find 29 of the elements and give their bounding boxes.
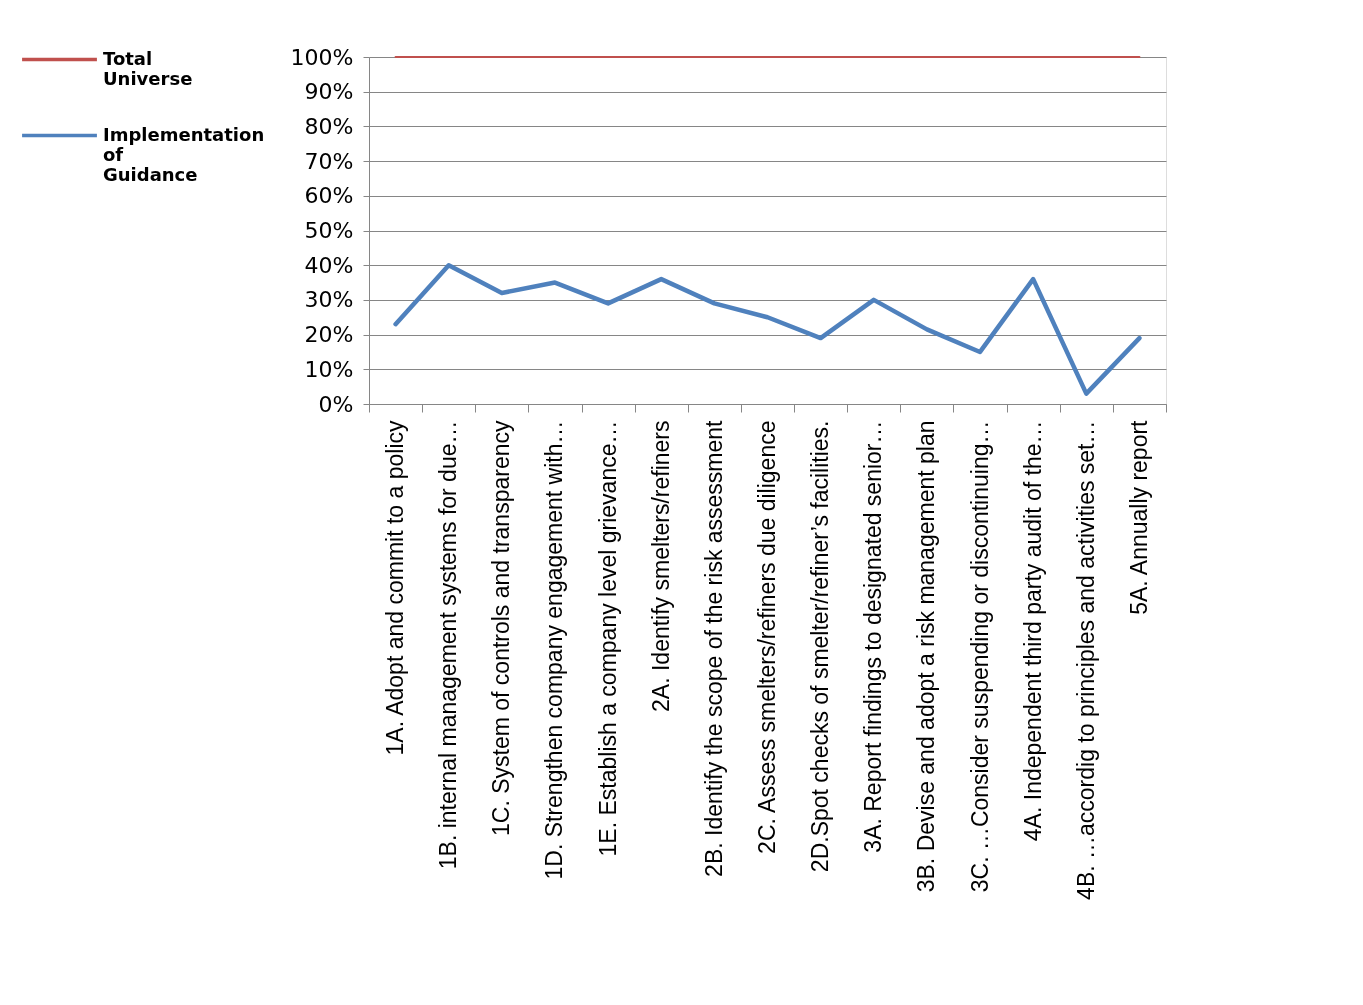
x-tick-label: 3C. …Consider suspending or discontinuing… — [966, 420, 993, 893]
x-tick-label: 5A. Annually report — [1125, 419, 1152, 615]
y-tick-label: 10% — [304, 356, 354, 382]
y-tick-label: 20% — [304, 322, 354, 348]
y-tick-label: 40% — [304, 252, 354, 278]
x-tick-label: 1E. Establish a company level grievance… — [594, 420, 621, 857]
y-tick-label: 100% — [290, 44, 354, 70]
x-tick-label: 1D. Strengthen company engagement with… — [541, 420, 568, 880]
x-tick-label: 2D.Spot checks of smelter/refiner’s facilities. — [807, 420, 834, 873]
x-tick-label: 2A. Identify smelters/refiners — [647, 420, 674, 712]
x-tick-label: 4B. …accordig to principles and activities set… — [1072, 420, 1099, 900]
x-tick-label: 1C. System of controls and transparency — [488, 420, 515, 836]
y-tick-label: 50% — [304, 218, 354, 243]
y-tick-label: 80% — [304, 113, 354, 139]
y-tick-label: 70% — [304, 148, 354, 174]
legend-label: Implementation of Guidance — [103, 123, 265, 185]
x-tick-label: 3A. Report findings to designated senior… — [860, 420, 887, 853]
x-tick-label: 1A. Adopt and commit to a policy — [382, 420, 409, 756]
y-tick-label: 90% — [304, 79, 354, 105]
y-tick-label: 0% — [318, 391, 354, 417]
legend-label: Total Universe — [103, 47, 193, 89]
x-tick-label: 3B. Devise and adopt a risk management plan — [913, 420, 940, 893]
x-tick-label: 4A. Independent third party audit of the… — [1019, 420, 1046, 842]
line-series — [393, 262, 1142, 396]
x-tick-label: 1B. internal management systems for due… — [435, 420, 462, 870]
x-tick-label: 2B. Identify the scope of the risk assessment — [700, 419, 727, 877]
y-tick-label: 30% — [304, 287, 354, 313]
y-tick-label: 60% — [304, 183, 354, 209]
x-tick-label: 2C. Assess smelters/refiners due diligence — [754, 420, 780, 854]
